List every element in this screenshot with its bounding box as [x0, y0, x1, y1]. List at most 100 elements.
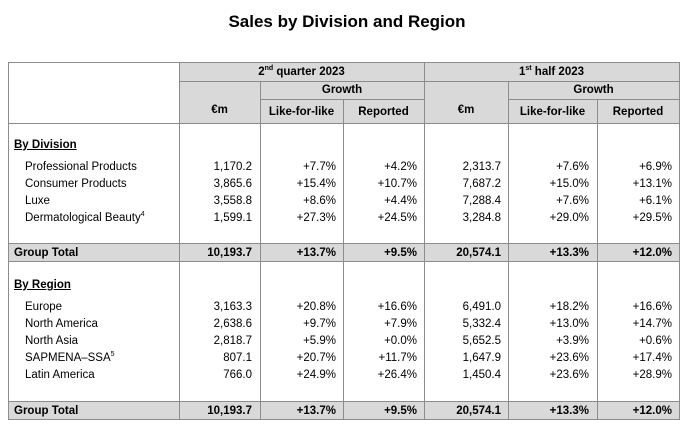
col-line-4	[424, 63, 425, 419]
total-h1-reported: +12.0%	[632, 405, 672, 417]
h1-em: 6,491.0	[462, 301, 501, 313]
header-growth-h1: Growth	[573, 84, 614, 96]
h1-reported: +29.5%	[632, 212, 672, 224]
q2-lfl: +5.9%	[303, 335, 336, 347]
q2-reported: +4.4%	[384, 195, 417, 207]
q2-lfl: +20.7%	[296, 352, 336, 364]
division-total-shade	[9, 243, 679, 261]
region-total-top	[9, 401, 679, 402]
q2-lfl: +7.7%	[303, 161, 336, 173]
total-q2-em: 10,193.7	[207, 247, 252, 259]
h1-lfl: +29.0%	[549, 212, 589, 224]
total-h1-em: 20,574.1	[456, 405, 501, 417]
row-label: Europe	[25, 301, 63, 313]
total-q2-em: 10,193.7	[207, 405, 252, 417]
h1-reported: +14.7%	[632, 318, 672, 330]
total-label: Group Total	[14, 247, 79, 259]
q2-lfl: +8.6%	[303, 195, 336, 207]
region-heading: By Region	[14, 279, 71, 291]
q2-lfl: +24.9%	[296, 369, 336, 381]
h1-em: 7,288.4	[462, 195, 501, 207]
row-label: Latin America	[25, 369, 95, 381]
row-label: Consumer Products	[25, 178, 127, 190]
h1-reported: +6.9%	[639, 161, 672, 173]
q2-reported: +11.7%	[378, 352, 417, 364]
division-total-top	[9, 243, 679, 244]
total-h1-lfl: +13.3%	[549, 405, 589, 417]
row-label: Luxe	[25, 195, 50, 207]
h1-em: 5,332.4	[462, 318, 501, 330]
h1-lfl: +18.2%	[549, 301, 589, 313]
header-reported-h1: Reported	[612, 106, 664, 118]
total-h1-em: 20,574.1	[456, 247, 501, 259]
total-label: Group Total	[14, 405, 79, 417]
q2-reported: +24.5%	[377, 212, 417, 224]
col-line-6	[597, 99, 598, 419]
h1-lfl: +13.0%	[549, 318, 589, 330]
h1-lfl: +7.6%	[556, 195, 589, 207]
q2-reported: +16.6%	[377, 301, 417, 313]
header-em-h1: €m	[457, 104, 475, 116]
q2-lfl: +15.4%	[296, 178, 336, 190]
q2-em: 807.1	[223, 352, 252, 364]
h1-reported: +28.9%	[632, 369, 672, 381]
total-h1-lfl: +13.3%	[549, 247, 589, 259]
h1-reported: +16.6%	[632, 301, 672, 313]
total-q2-reported: +9.5%	[384, 247, 417, 259]
header-em-q2: €m	[211, 104, 228, 116]
q2-em: 1,599.1	[213, 212, 252, 224]
h1-em: 1,647.9	[462, 352, 501, 364]
h1-em: 1,450.4	[462, 369, 501, 381]
total-q2-lfl: +13.7%	[296, 405, 336, 417]
h1-lfl: +23.6%	[549, 352, 589, 364]
h1-reported: +6.1%	[639, 195, 672, 207]
q2-em: 3,558.8	[213, 195, 252, 207]
q2-reported: +26.4%	[377, 369, 417, 381]
header-h1: 1st half 2023	[518, 65, 585, 78]
row-label: SAPMENA–SSA5	[25, 351, 115, 364]
row-label: Dermatological Beauty4	[25, 211, 145, 224]
header-lfl-q2: Like-for-like	[268, 106, 335, 118]
q2-em: 1,170.2	[213, 161, 252, 173]
header-reported-q2: Reported	[358, 106, 409, 118]
h1-em: 7,687.2	[462, 178, 501, 190]
col-line-1	[179, 63, 180, 419]
header-lfl-h1: Like-for-like	[519, 106, 586, 118]
h1-lfl: +7.6%	[556, 161, 589, 173]
header-bottom-line	[9, 123, 679, 124]
division-heading: By Division	[14, 139, 77, 151]
h1-lfl: +15.0%	[549, 178, 589, 190]
page-title: Sales by Division and Region	[228, 12, 466, 31]
h1-em: 2,313.7	[462, 161, 501, 173]
header-q2: 2nd quarter 2023	[258, 65, 345, 78]
h1-reported: +17.4%	[632, 352, 672, 364]
col-line-3	[343, 99, 344, 419]
header-line-3	[508, 99, 679, 100]
row-label: North Asia	[25, 335, 79, 347]
col-line-2	[260, 81, 261, 419]
q2-reported: +10.7%	[377, 178, 417, 190]
header-line-2	[260, 99, 424, 100]
h1-lfl: +3.9%	[556, 335, 589, 347]
row-label: Professional Products	[25, 161, 137, 173]
q2-reported: +4.2%	[384, 161, 417, 173]
header-line-1	[179, 81, 679, 82]
h1-em: 5,652.5	[462, 335, 501, 347]
total-q2-reported: +9.5%	[384, 405, 417, 417]
col-line-5	[508, 81, 509, 419]
header-growth-q2: Growth	[321, 84, 363, 96]
q2-em: 766.0	[223, 369, 252, 381]
h1-reported: +13.1%	[632, 178, 672, 190]
q2-reported: +0.0%	[384, 335, 417, 347]
division-total-bottom	[9, 261, 679, 262]
h1-em: 3,284.8	[462, 212, 501, 224]
sales-table: 2nd quarter 2023 1st half 2023 Growth Gr…	[8, 62, 680, 420]
q2-em: 2,638.6	[213, 318, 252, 330]
q2-em: 3,163.3	[213, 301, 252, 313]
total-q2-lfl: +13.7%	[296, 247, 336, 259]
h1-reported: +0.6%	[639, 335, 672, 347]
header-shade	[179, 63, 679, 123]
row-label: North America	[25, 318, 98, 330]
h1-lfl: +23.6%	[549, 369, 589, 381]
total-h1-reported: +12.0%	[632, 247, 672, 259]
